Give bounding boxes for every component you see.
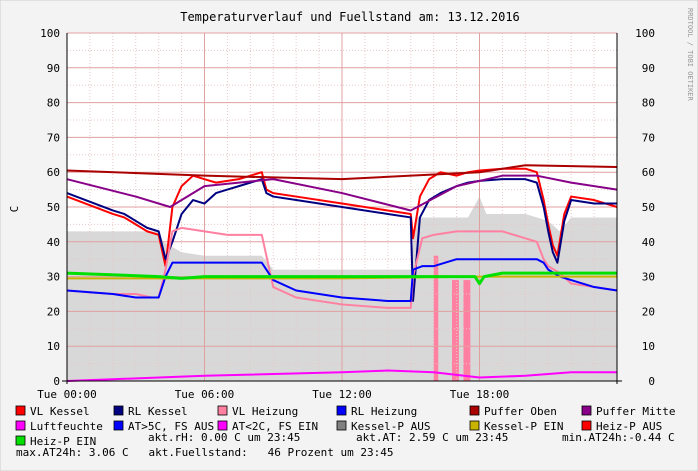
stat-min-at: min.AT24h:-0.44 C: [562, 431, 675, 444]
y-tick-right-4: 40: [642, 236, 655, 249]
spike-2: [463, 280, 471, 381]
legend: VL Kessel RL Kessel VL Heizung RL Heizung Pu…: [15, 405, 675, 448]
stats: akt.rH: 0.00 C um 23:45 akt.AT: 2.59 C u…: [16, 431, 675, 459]
y-axis-label: C: [8, 206, 21, 213]
y-tick-right-3: 30: [642, 271, 655, 284]
legend-swatch-4: [469, 405, 480, 416]
series-puffer-oben: [66, 164, 618, 181]
legend-swatch-6: [15, 420, 26, 431]
y-tick-left-9: 90: [47, 62, 60, 75]
x-tick-2: Tue 12:00: [312, 388, 372, 401]
spikes-group: [433, 255, 471, 381]
spike-0: [433, 255, 439, 381]
y-tick-right-6: 60: [642, 166, 655, 179]
legend-label-6: Luftfeuchte: [30, 420, 103, 433]
y-tick-right-0: 0: [648, 375, 655, 388]
legend-swatch-8: [217, 420, 228, 431]
stat-akt-at: akt.AT: 2.59 C um 23:45: [356, 431, 508, 444]
y-tick-right-9: 90: [642, 62, 655, 75]
legend-label-1: RL Kessel: [128, 405, 188, 418]
legend-swatch-12: [15, 435, 26, 446]
y-tick-right-5: 50: [642, 201, 655, 214]
series-kessel-p-ein: [67, 275, 617, 280]
series-vl-heizung: [66, 226, 618, 309]
series-lines: [66, 164, 618, 382]
legend-swatch-9: [336, 420, 347, 431]
y-tick-left-0: 0: [53, 375, 60, 388]
legend-label-3: RL Heizung: [351, 405, 417, 418]
y-tick-left-10: 100: [40, 27, 60, 40]
series-luftfeuchte: [66, 369, 617, 382]
stat-line-2: max.AT24h: 3.06 C akt.Fuellstand: 46 Pro…: [16, 446, 394, 459]
legend-swatch-11: [581, 420, 592, 431]
legend-label-0: VL Kessel: [30, 405, 90, 418]
legend-label-11: Heiz-P AUS: [596, 420, 662, 433]
x-tick-3: Tue 18:00: [450, 388, 510, 401]
y-tick-left-4: 40: [47, 236, 60, 249]
y-tick-right-7: 70: [642, 131, 655, 144]
legend-label-9: Kessel-P AUS: [351, 420, 430, 433]
tick-labels: 0 0 10 10 20 20 30 30 40 40 50 50 60 60 70 70 80 80 90 90 10…: [37, 27, 655, 401]
y-tick-left-7: 70: [47, 131, 60, 144]
y-tick-right-2: 20: [642, 305, 655, 318]
series-puffer-mitte: [66, 174, 618, 212]
y-tick-right-1: 10: [642, 340, 655, 353]
legend-label-12: Heiz-P EIN: [30, 435, 96, 448]
legend-swatch-10: [469, 420, 480, 431]
y-tick-left-3: 30: [47, 271, 60, 284]
legend-label-7: AT>5C, FS AUS: [128, 420, 214, 433]
stat-akt-rh: akt.rH: 0.00 C um 23:45: [148, 431, 300, 444]
series-heiz-p-ein: [66, 271, 617, 286]
legend-swatch-2: [217, 405, 228, 416]
y-tick-left-5: 50: [47, 201, 60, 214]
legend-swatch-0: [15, 405, 26, 416]
legend-swatch-3: [336, 405, 347, 416]
legend-swatch-7: [113, 420, 124, 431]
legend-swatch-1: [113, 405, 124, 416]
x-tick-0: Tue 00:00: [37, 388, 97, 401]
legend-label-8: AT<2C, FS EIN: [232, 420, 318, 433]
watermark: RRDTOOL / TOBI OETIKER: [686, 8, 694, 102]
legend-label-5: Puffer Mitte: [596, 405, 675, 418]
legend-label-10: Kessel-P EIN: [484, 420, 563, 433]
y-tick-right-8: 80: [642, 97, 655, 110]
chart-title: Temperaturverlauf und Fuellstand am: 13.…: [180, 10, 520, 24]
y-tick-right-10: 100: [635, 27, 655, 40]
x-tick-1: Tue 06:00: [175, 388, 235, 401]
y-tick-left-2: 20: [47, 305, 60, 318]
y-tick-left-1: 10: [47, 340, 60, 353]
legend-label-2: VL Heizung: [232, 405, 298, 418]
legend-swatch-5: [581, 405, 592, 416]
legend-label-4: Puffer Oben: [484, 405, 557, 418]
spike-1: [452, 280, 459, 381]
y-tick-left-8: 80: [47, 97, 60, 110]
axes: [62, 33, 622, 384]
series-vl-kessel: [66, 167, 618, 268]
y-tick-left-6: 60: [47, 166, 60, 179]
